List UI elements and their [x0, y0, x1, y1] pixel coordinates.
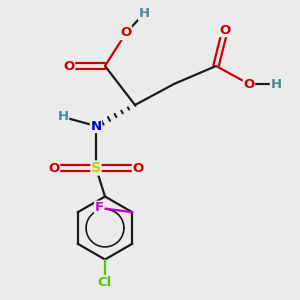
Text: O: O [120, 26, 132, 40]
Text: O: O [63, 59, 75, 73]
Text: N: N [90, 119, 102, 133]
Text: O: O [219, 23, 231, 37]
Text: S: S [91, 161, 101, 175]
Text: O: O [132, 161, 144, 175]
Text: O: O [243, 77, 255, 91]
Text: H: H [270, 77, 282, 91]
Text: O: O [48, 161, 60, 175]
Text: H: H [57, 110, 69, 124]
Text: H: H [138, 7, 150, 20]
Text: F: F [95, 201, 104, 214]
Text: Cl: Cl [98, 275, 112, 289]
